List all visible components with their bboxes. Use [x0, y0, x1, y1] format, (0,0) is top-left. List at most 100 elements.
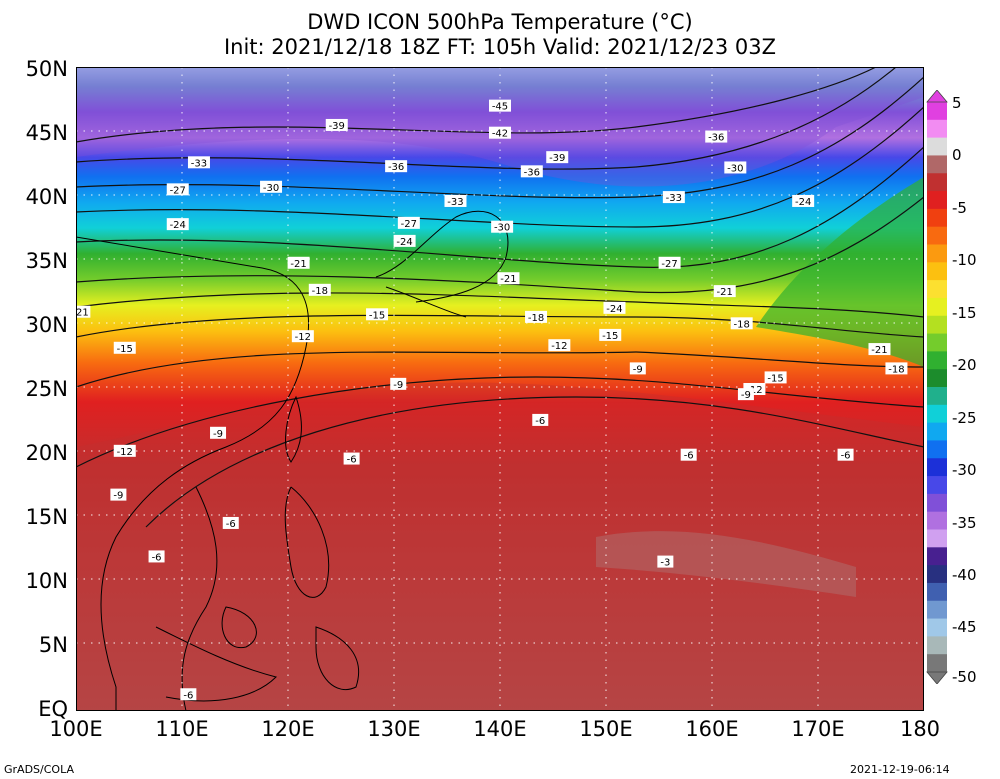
contour-label-text: -12 [117, 447, 133, 458]
contour-label-text: -30 [494, 223, 510, 234]
contour-label-bg [291, 330, 314, 343]
contour-label: -21 [868, 343, 891, 356]
contour-label-bg [713, 285, 736, 298]
contour-label-bg [548, 339, 571, 352]
contour-label: -21 [713, 285, 736, 298]
colorbar-label: -25 [952, 409, 977, 427]
coastline [285, 395, 302, 463]
colorbar-label: 5 [952, 94, 962, 112]
colorbar-label: -15 [952, 304, 977, 322]
contour-label-bg [148, 550, 165, 563]
contour-label: -6 [343, 452, 360, 466]
contour-label-text: -27 [661, 259, 677, 270]
contour-label-bg [532, 413, 549, 426]
contour-label: -36 [520, 165, 543, 178]
contour-label: -33 [662, 191, 685, 204]
colorbar-cell [927, 529, 947, 548]
colorbar-cell [927, 137, 947, 156]
contour-label-text: -42 [492, 129, 508, 140]
contour-label-bg [764, 371, 787, 384]
contour-label-text: -15 [602, 331, 618, 342]
lat-label: 50N [25, 57, 68, 81]
colorbar-cell [927, 297, 947, 317]
warm-pocket [596, 531, 856, 597]
colorbar-top-arrow [926, 90, 948, 103]
contour-label-text: -9 [633, 364, 643, 375]
contour-label-bg [385, 160, 408, 173]
contour-label-bg [166, 218, 189, 231]
contour-label-text: -30 [727, 163, 743, 174]
colorbar-cell [927, 280, 947, 299]
contour-label-bg [343, 452, 360, 465]
contour-label-bg [497, 272, 520, 285]
contour-label: -30 [724, 161, 747, 174]
footer-credit: GrADS/COLA [4, 763, 74, 776]
lon-label: 150E [579, 717, 633, 741]
map-subtitle: Init: 2021/12/18 18Z FT: 105h Valid: 202… [223, 35, 777, 59]
colorbar-label: -20 [952, 356, 977, 374]
contour-label-text: -9 [213, 429, 223, 440]
contour-label-bg [658, 256, 681, 269]
colorbar-cell [927, 618, 947, 637]
contour-label-bg [325, 118, 348, 131]
contour-label-text: -18 [734, 319, 750, 330]
contour-label-text: -36 [708, 133, 724, 144]
colorbar-cell [927, 119, 947, 139]
contour-label-text: -15 [369, 310, 385, 321]
contour-label-bg [489, 126, 511, 139]
contour-label-bg [730, 317, 753, 330]
colorbar-cell [927, 333, 947, 352]
contour-label: -30 [491, 220, 514, 234]
contour-label-text: -24 [606, 304, 622, 315]
colorbar-label: -50 [952, 668, 977, 686]
contour-label-bg [113, 444, 136, 457]
colorbar-cell [927, 440, 947, 459]
isotherm [76, 67, 897, 170]
colorbar-cell [927, 636, 947, 655]
lat-label: 25N [25, 377, 68, 401]
contour-label-text: -21 [500, 274, 516, 285]
contour-label-text: -27 [401, 219, 417, 230]
contour-label-text: -3 [660, 558, 670, 569]
contour-label: -24 [393, 234, 416, 248]
contour-label: -9 [210, 426, 227, 440]
contour-label: -3 [657, 555, 674, 569]
contour-label-bg [113, 341, 136, 354]
contour-label-bg [110, 488, 127, 501]
contour-label-text: -24 [396, 237, 412, 248]
colorbar-cell [927, 351, 947, 370]
green-warm-tongue [756, 177, 924, 367]
contour-label: -27 [658, 256, 681, 270]
contour-label-bg [180, 688, 197, 701]
isotherms [76, 67, 924, 528]
contour-label-text: -24 [795, 197, 811, 208]
isotherm [76, 106, 924, 228]
isotherm [145, 396, 924, 528]
colorbar-cell [927, 476, 947, 495]
contour-label-text: -6 [347, 455, 357, 466]
colorbar-cell [927, 387, 947, 406]
isotherm [76, 76, 924, 199]
coastline [385, 286, 467, 318]
temperature-map: -45 -42 -39 -39 -36 -36 -36 -33 -33 -33 -30 -30 -30 -… [76, 67, 924, 711]
colorbar-label: -5 [952, 199, 967, 217]
contour-label-bg [705, 130, 728, 143]
colorbar-cell [927, 155, 947, 174]
contour-label: -15 [764, 371, 787, 384]
contour-label: -18 [885, 362, 908, 375]
contour-label-bg [737, 388, 754, 401]
colorbar-label: -10 [952, 251, 977, 269]
isotherm [76, 376, 924, 468]
colorbar-label: -45 [952, 618, 977, 636]
contour-label: -6 [148, 550, 165, 563]
colorbar-cell [927, 244, 947, 263]
lon-label: 170E [791, 717, 845, 741]
colorbar-cell [927, 369, 947, 388]
contour-label-text: -39 [329, 121, 345, 132]
lat-label: 40N [25, 185, 68, 209]
colorbar [926, 90, 948, 684]
colorbar-cell [927, 511, 947, 530]
isotherm [76, 351, 924, 388]
contour-label-text: -36 [524, 167, 540, 178]
contour-label-bg [260, 180, 283, 193]
